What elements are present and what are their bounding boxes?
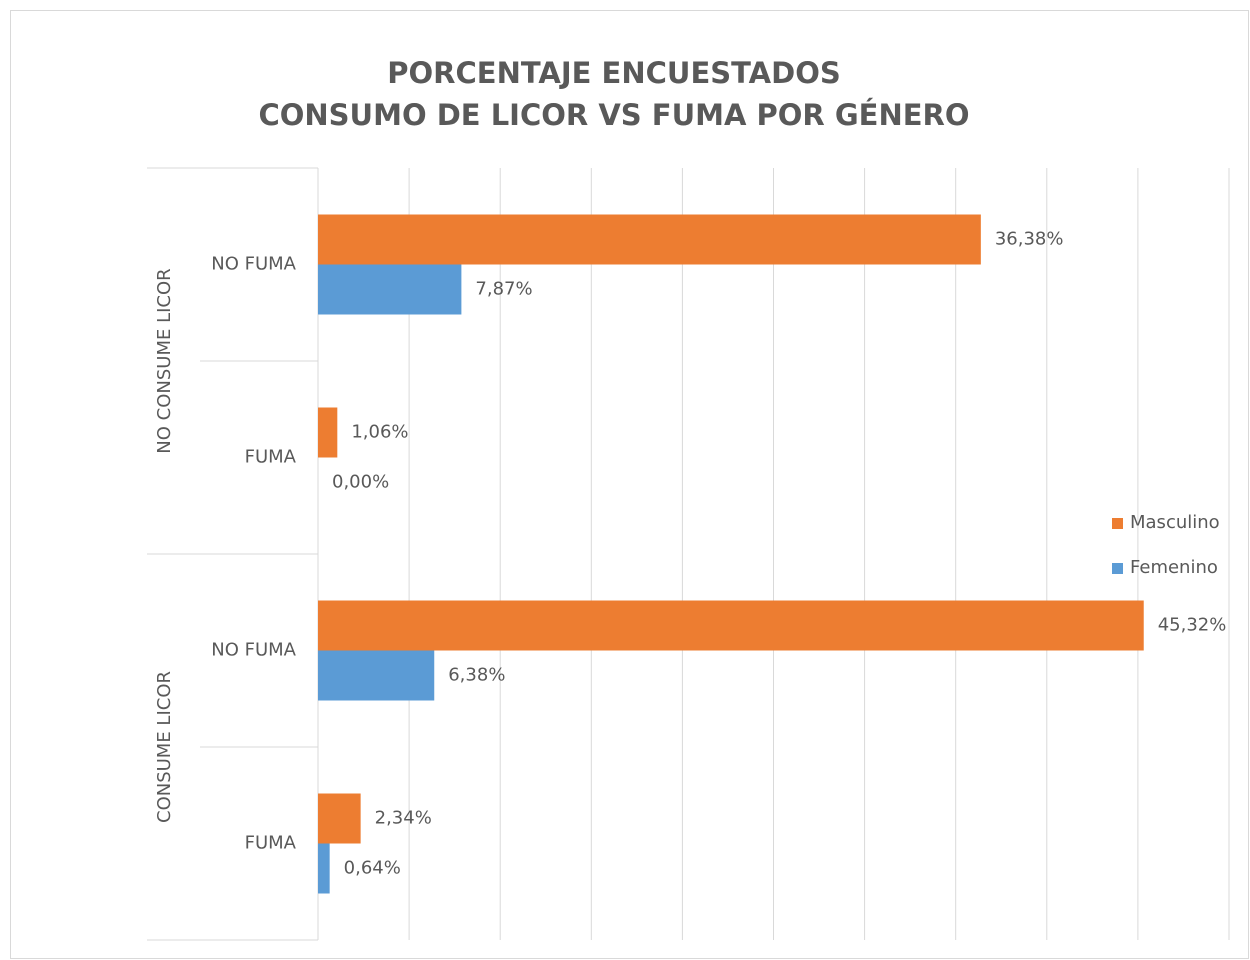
- data-label: 36,38%: [995, 229, 1064, 250]
- chart-frame: [10, 10, 1249, 959]
- y-tick-label: NO FUMA: [211, 640, 296, 661]
- chart-title: CONSUMO DE LICOR VS FUMA POR GÉNERO: [258, 98, 969, 132]
- legend-label: Femenino: [1130, 557, 1218, 578]
- data-label: 1,06%: [351, 422, 408, 443]
- bar: [318, 793, 361, 844]
- bar: [318, 214, 981, 265]
- data-label: 45,32%: [1158, 615, 1227, 636]
- data-label: 2,34%: [375, 808, 432, 829]
- y-tick-label: FUMA: [245, 833, 297, 854]
- chart-title: PORCENTAJE ENCUESTADOS: [387, 56, 840, 90]
- group-label: CONSUME LICOR: [154, 671, 175, 823]
- bar: [318, 407, 338, 458]
- bar: [318, 843, 330, 894]
- legend-swatch: [1112, 518, 1123, 529]
- data-label: 0,00%: [332, 472, 389, 493]
- bar: [318, 264, 462, 315]
- bar: [318, 600, 1144, 651]
- y-tick-label: NO FUMA: [211, 254, 296, 275]
- data-label: 6,38%: [448, 665, 505, 686]
- data-label: 7,87%: [475, 279, 532, 300]
- legend-swatch: [1112, 563, 1123, 574]
- data-label: 0,64%: [344, 858, 401, 879]
- legend-label: Masculino: [1130, 512, 1220, 533]
- group-label: NO CONSUME LICOR: [154, 268, 175, 453]
- y-tick-label: FUMA: [245, 447, 297, 468]
- bar: [318, 650, 435, 701]
